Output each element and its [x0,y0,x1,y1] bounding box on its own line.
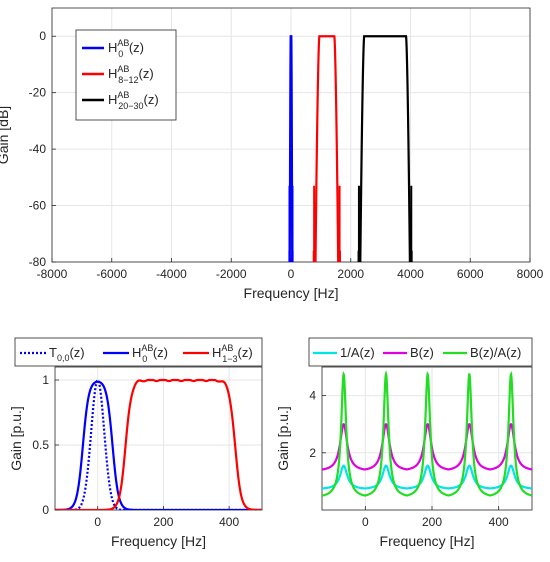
y-axis-label: Gain [p.u.] [8,406,24,471]
chart-1: 0 200 400 0 0.5 1 Frequency [Hz] Gain [p.u.] T0,… [8,337,263,549]
y-tick-label: 0 [39,29,46,43]
legend-label-0: T0,0(z) [49,345,85,363]
x-tick-label: 200 [153,515,173,529]
legend-label-2: B(z)/A(z) [470,345,521,360]
legend-label-0: HAB 0 (z) [108,38,144,59]
y-tick-label: -40 [29,142,47,156]
legend-label-1: B(z) [410,345,434,360]
x-tick-label: 2000 [337,267,364,281]
legend-label-0: 1/A(z) [340,345,375,360]
series-line-2 [359,35,411,262]
y-tick-label: 4 [309,389,316,403]
y-tick-label: 2 [309,446,316,460]
legend: 1/A(z) B(z) B(z)/A(z) [308,337,533,367]
x-tick-label: 400 [219,515,239,529]
legend-label-2: HAB 20−30(z) [108,90,159,111]
legend-box [308,337,533,367]
series-line-0 [322,464,532,490]
x-tick-label: -6000 [96,267,127,281]
x-tick-label: 0 [94,515,101,529]
x-tick-label: -2000 [216,267,247,281]
legend-label-1: HAB 8−12(z) [108,64,154,85]
y-axis-label: Gain [dB] [0,106,11,164]
x-tick-label: 0 [288,267,295,281]
y-tick-label: -60 [29,199,47,213]
y-tick-label: 1 [42,373,49,387]
series-line-2 [55,378,262,510]
x-tick-label: 4000 [397,267,424,281]
series-line-1 [55,380,262,510]
y-tick-label: 0.5 [32,438,49,452]
x-axis-label: Frequency [Hz] [380,533,475,549]
x-axis-label: Frequency [Hz] [244,285,339,301]
x-tick-label: -8000 [37,267,68,281]
x-tick-label: 400 [489,515,509,529]
legend: HAB 0 (z) HAB 8−12(z) HAB 20−30(z) [75,29,177,121]
y-tick-label: -20 [29,86,47,100]
y-axis-label: Gain [p.u.] [275,406,291,471]
series-line-1 [314,35,340,262]
legend-label-1: HAB 0 (z) [132,343,168,364]
x-axis-label: Frequency [Hz] [111,533,206,549]
y-tick-label: 0 [42,503,49,517]
series-line-1 [322,422,532,471]
chart-0: -8000 -6000 -4000 -2000 0 2000 4000 6000 8000 0 -2… [0,7,544,301]
legend-label-2: HAB 1−3(z) [212,343,253,364]
axes-box [321,366,533,511]
series-line-2 [322,370,532,497]
legend: T0,0(z) HAB 0 (z) HAB 1−3(z) [14,337,263,367]
x-tick-label: 200 [422,515,442,529]
x-tick-label: 8000 [517,267,544,281]
x-tick-label: -4000 [156,267,187,281]
chart-2: 0 200 400 2 4 Frequency [Hz] Gain [p.u.] 1/A(z)… [275,337,533,549]
x-tick-label: 6000 [457,267,484,281]
x-tick-label: 0 [362,515,369,529]
legend-box [14,337,263,367]
y-tick-label: -80 [29,255,47,269]
series-line-0 [288,35,294,262]
